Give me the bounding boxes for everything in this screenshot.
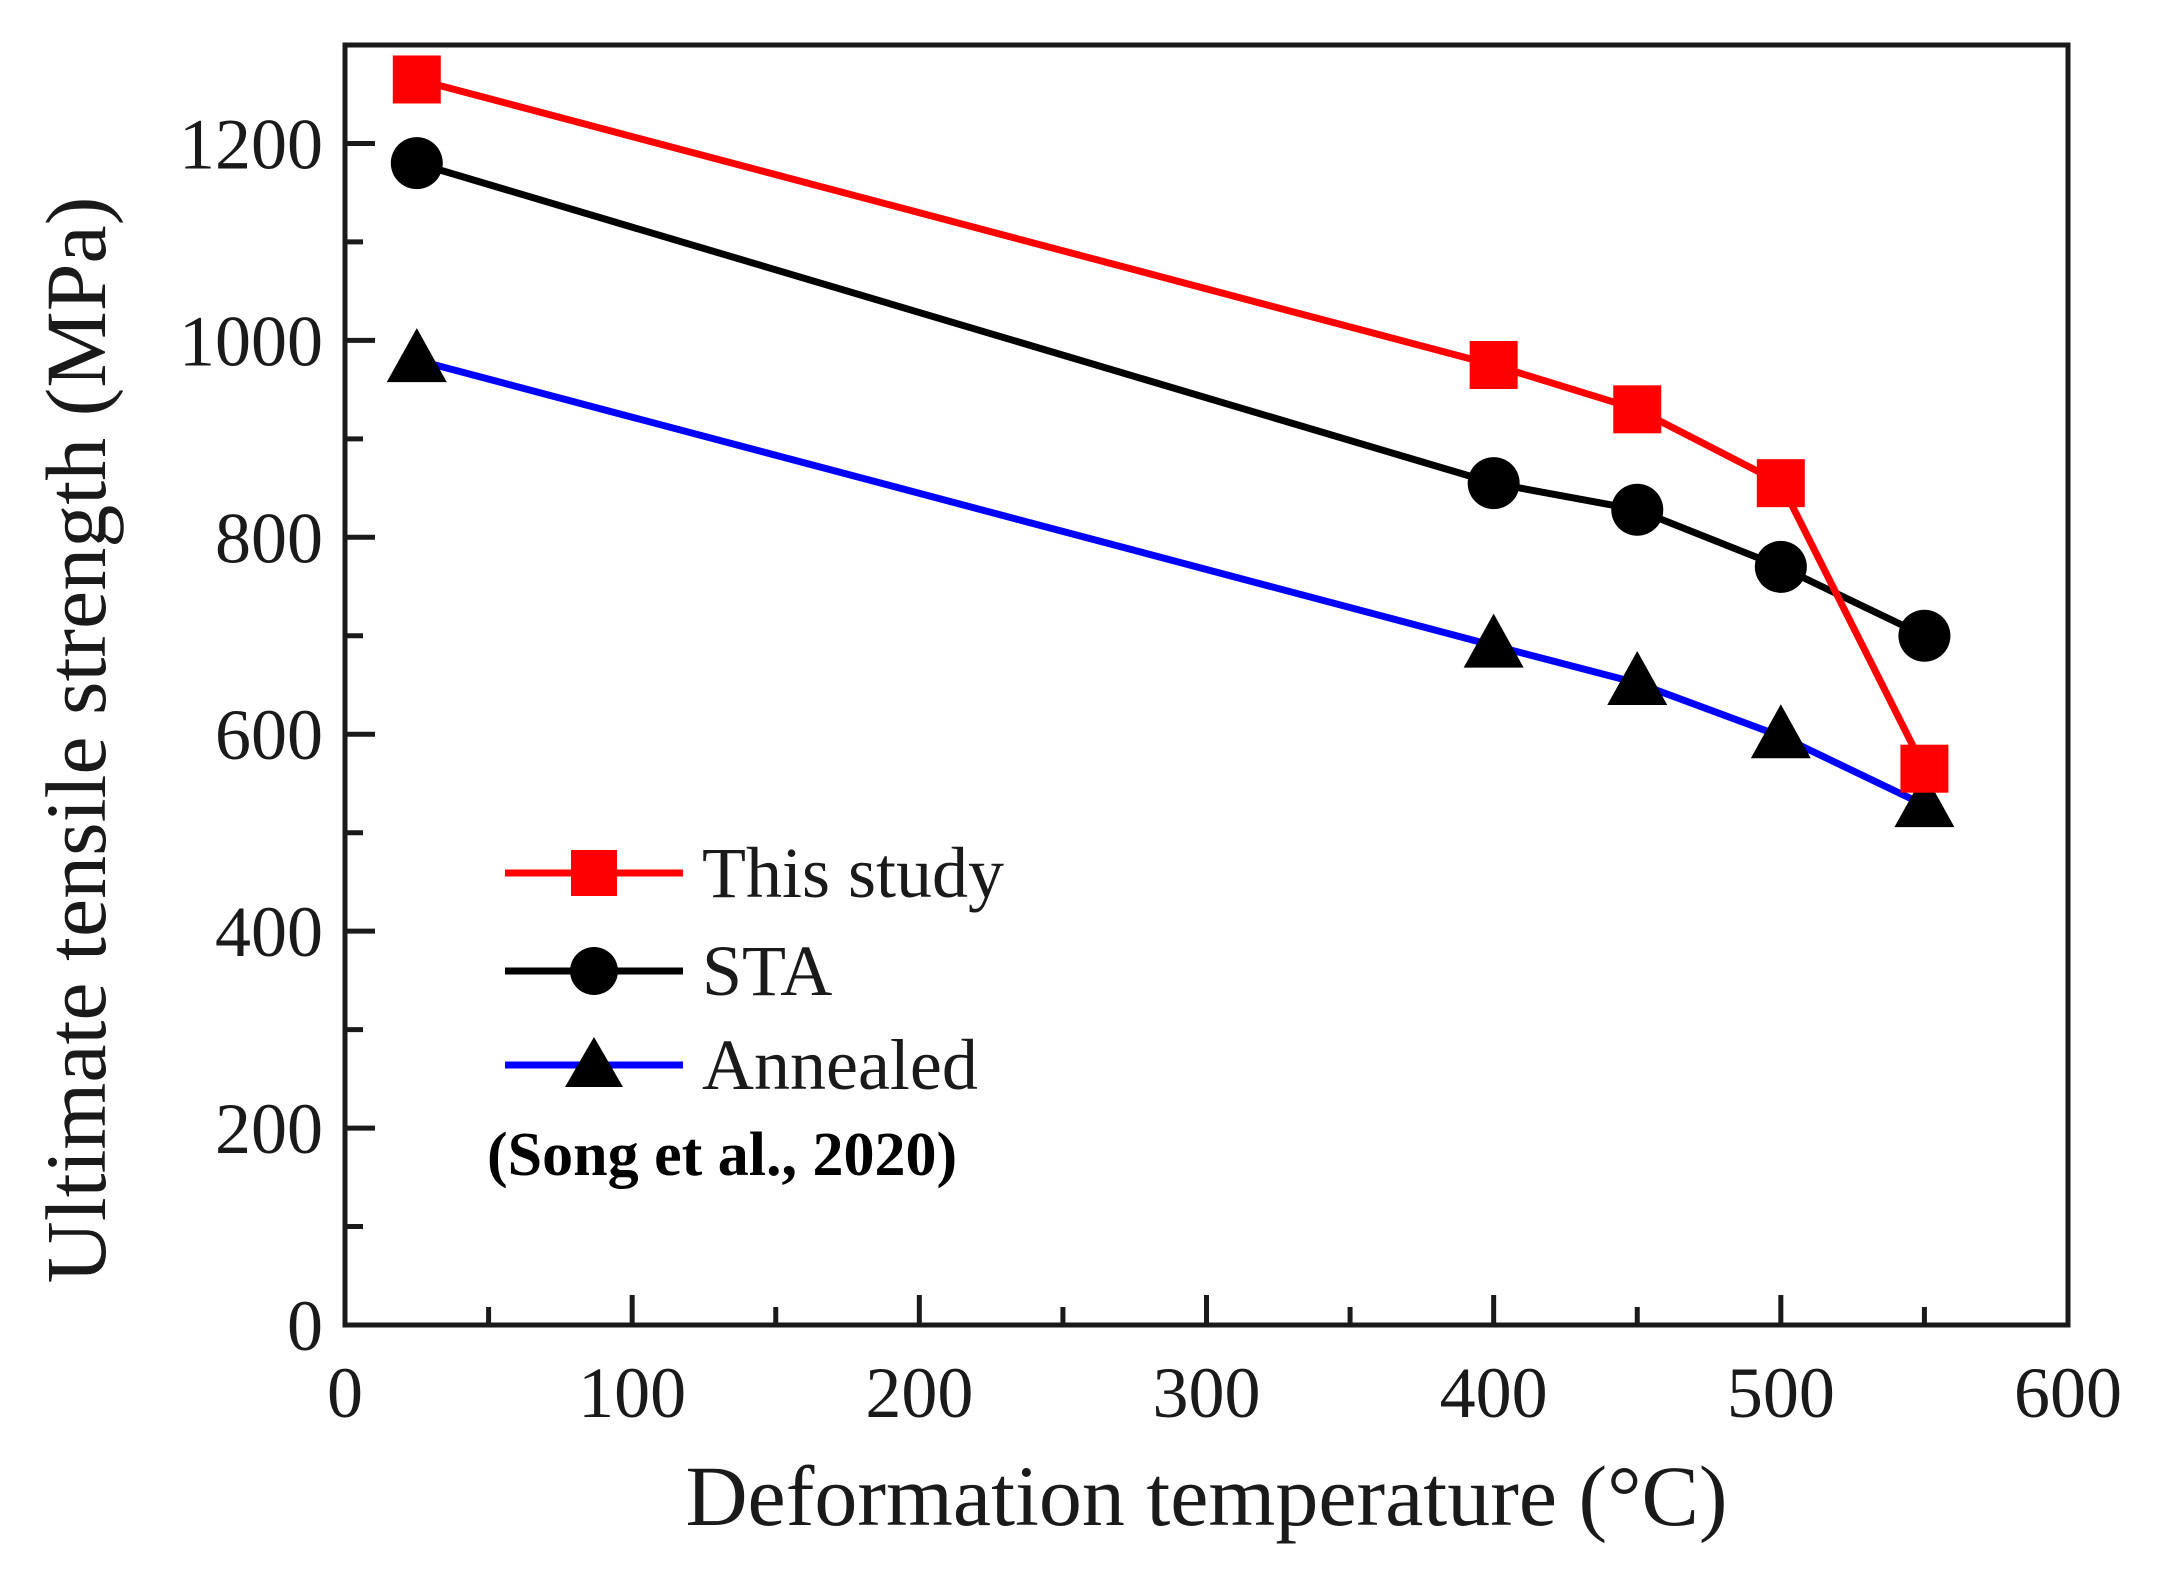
legend-label-sta: STA — [702, 931, 832, 1011]
x-tick-label: 400 — [1440, 1353, 1548, 1433]
data-point-sta — [1467, 457, 1520, 510]
data-point-sta — [1898, 609, 1951, 662]
legend-label-annealed: Annealed — [702, 1025, 978, 1105]
legend: This study STA Annealed — [505, 833, 1004, 1105]
y-tick-label: 200 — [215, 1089, 323, 1169]
data-point-annealed — [1894, 773, 1955, 828]
legend-triangle-marker-icon — [565, 1037, 623, 1087]
y-tick-label: 400 — [215, 892, 323, 972]
data-point-sta — [1754, 540, 1807, 593]
data-point-this-study — [1613, 385, 1662, 434]
data-point-annealed — [386, 328, 447, 383]
y-tick-label: 600 — [215, 695, 323, 775]
y-tick-label: 1200 — [179, 104, 323, 184]
source-annotation: (Song et al., 2020) — [487, 1121, 957, 1189]
x-tick-label: 200 — [865, 1353, 973, 1433]
legend-entry-this-study: This study — [505, 833, 1004, 913]
data-point-annealed — [1463, 613, 1524, 668]
y-axis-tick-labels: 0 200 400 600 800 1000 1200 — [179, 104, 323, 1366]
x-tick-label: 500 — [1727, 1353, 1835, 1433]
data-point-this-study — [392, 55, 441, 104]
data-point-annealed — [1607, 651, 1668, 706]
legend-entry-sta: STA — [505, 931, 832, 1011]
x-tick-label: 600 — [2014, 1353, 2122, 1433]
data-point-this-study — [1900, 744, 1949, 793]
data-point-sta — [390, 137, 443, 190]
x-tick-label: 100 — [578, 1353, 686, 1433]
y-tick-label: 1000 — [179, 301, 323, 381]
legend-circle-marker-icon — [570, 947, 618, 995]
x-axis-ticks — [342, 1295, 2071, 1325]
legend-entry-annealed: Annealed — [505, 1025, 978, 1105]
x-axis-title: Deformation temperature (°C) — [685, 1448, 1727, 1544]
data-point-annealed — [1750, 704, 1811, 759]
x-tick-label: 300 — [1153, 1353, 1261, 1433]
legend-square-marker-icon — [571, 850, 617, 896]
x-axis-tick-labels: 0 100 200 300 400 500 600 — [327, 1353, 2122, 1433]
y-axis-ticks — [345, 42, 375, 1328]
data-point-this-study — [1469, 341, 1518, 389]
series-layer — [386, 55, 1955, 828]
y-tick-label: 800 — [215, 498, 323, 578]
data-point-this-study — [1756, 459, 1805, 508]
y-tick-label: 0 — [287, 1286, 323, 1366]
series-annealed — [386, 328, 1955, 828]
series-this-study — [392, 55, 1949, 793]
y-axis-title: Ultimate tensile strength (MPa) — [28, 197, 124, 1284]
series-sta — [390, 137, 1951, 662]
data-point-sta — [1611, 483, 1664, 536]
x-tick-label: 0 — [327, 1353, 363, 1433]
legend-label-this-study: This study — [702, 833, 1004, 913]
